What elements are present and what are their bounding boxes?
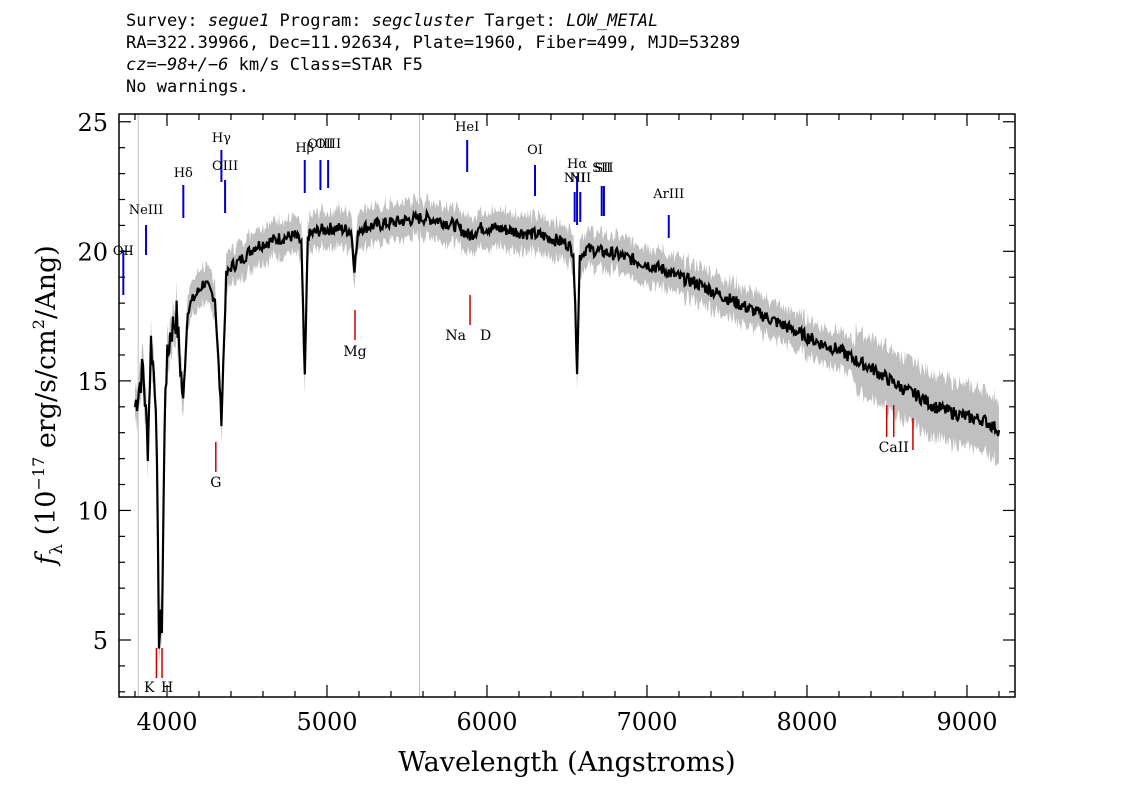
emission-line-label: OI (527, 143, 543, 158)
emission-line-label: SII (592, 161, 611, 176)
x-tick-label: 7000 (616, 708, 677, 736)
emission-line-label: ArIII (652, 187, 684, 202)
header-line-redshift: cz=−98+/−6 km/s Class=STAR F5 (126, 54, 740, 76)
emission-line-label: Hα (567, 157, 587, 172)
x-tick-label: 8000 (776, 708, 837, 736)
emission-line-label: Hβ (295, 141, 314, 156)
flux-line (133, 207, 1001, 649)
spectrum-header: Survey: segue1 Program: segcluster Targe… (126, 10, 740, 98)
header-line-coordinates: RA=322.39966, Dec=11.92634, Plate=1960, … (126, 33, 741, 53)
absorption-line-label: G (210, 475, 221, 491)
axes: 4000 5000 6000 7000 8000 9000 5 10 15 20 25 (77, 109, 1016, 736)
x-axis-label: Wavelength (Angstroms) (398, 747, 735, 778)
y-tick-label: 25 (77, 109, 108, 137)
reference-lines (137, 114, 420, 697)
emission-line-label: NII (569, 171, 591, 186)
line-markers: OIINeIIIHδHγOIIIHβOIIIOIIIHeIOINIIHαNIIS… (113, 120, 914, 696)
y-tick-label: 15 (77, 368, 108, 396)
emission-line-label: HeI (455, 120, 479, 135)
cz-value: =−98+/−6 (146, 55, 229, 75)
emission-line-label: OIII (315, 137, 341, 152)
absorption-line-label: Mg (343, 344, 366, 360)
header-line-warnings: No warnings. (126, 77, 249, 97)
absorption-line-label: D (480, 328, 491, 344)
program-label: Program: (269, 11, 372, 31)
x-tick-label: 6000 (456, 708, 517, 736)
cz-label: cz (126, 55, 147, 75)
y-axis-label: fλ (10−17 erg/s/cm2/Ang) (29, 245, 67, 567)
target-label: Target: (474, 11, 567, 31)
x-tick-label: 4000 (136, 708, 197, 736)
emission-line-label: NII (564, 171, 586, 186)
x-tick-label: 5000 (296, 708, 357, 736)
y-tick-label: 20 (77, 238, 108, 266)
survey-label: Survey: (126, 11, 208, 31)
survey-value: segue1 (207, 11, 270, 31)
absorption-line-label: Na (445, 328, 466, 344)
emission-line-label: NeIII (129, 203, 163, 218)
flux-series (133, 207, 1001, 649)
absorption-line-label: CaII (879, 440, 909, 456)
x-tick-label: 9000 (936, 708, 997, 736)
emission-line-label: Hγ (212, 131, 231, 146)
plot-frame (118, 113, 1016, 698)
program-value: segcluster (371, 11, 475, 31)
cz-rest: km/s Class=STAR F5 (228, 55, 423, 75)
error-band-area (135, 192, 999, 664)
emission-line-label: Hδ (174, 166, 193, 181)
emission-line-label: SII (594, 161, 613, 176)
header-line-survey: Survey: segue1 Program: segcluster Targe… (126, 10, 740, 32)
y-tick-label: 10 (77, 497, 108, 525)
emission-line-label: OIII (212, 159, 238, 174)
absorption-line-label: K (144, 680, 155, 696)
target-value: LOW_METAL (566, 11, 659, 31)
y-tick-label: 5 (93, 627, 108, 655)
error-band (135, 192, 999, 664)
emission-line-label: OIII (307, 137, 333, 152)
